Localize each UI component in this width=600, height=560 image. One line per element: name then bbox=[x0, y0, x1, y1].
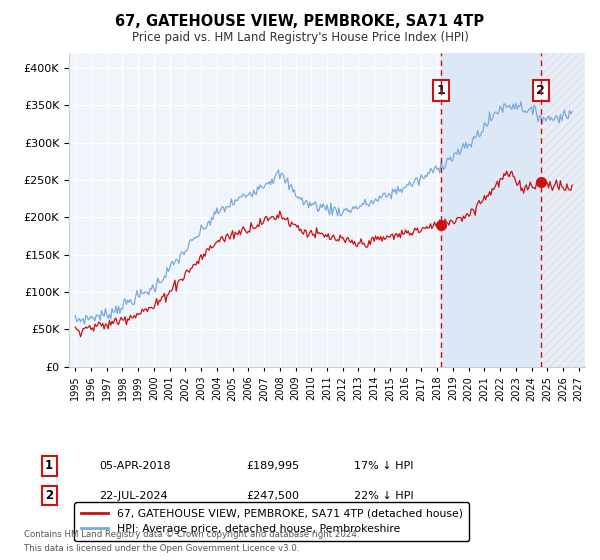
Bar bbox=[541, 53, 585, 367]
Text: 2: 2 bbox=[45, 489, 53, 502]
Text: 05-APR-2018: 05-APR-2018 bbox=[99, 461, 170, 471]
Text: 17% ↓ HPI: 17% ↓ HPI bbox=[354, 461, 413, 471]
Bar bbox=[441, 53, 541, 367]
Legend: 67, GATEHOUSE VIEW, PEMBROKE, SA71 4TP (detached house), HPI: Average price, det: 67, GATEHOUSE VIEW, PEMBROKE, SA71 4TP (… bbox=[74, 502, 469, 541]
Text: This data is licensed under the Open Government Licence v3.0.: This data is licensed under the Open Gov… bbox=[24, 544, 299, 553]
Text: 22-JUL-2024: 22-JUL-2024 bbox=[99, 491, 167, 501]
Text: 1: 1 bbox=[45, 459, 53, 473]
Text: 67, GATEHOUSE VIEW, PEMBROKE, SA71 4TP: 67, GATEHOUSE VIEW, PEMBROKE, SA71 4TP bbox=[115, 14, 485, 29]
Text: £247,500: £247,500 bbox=[246, 491, 299, 501]
Text: 1: 1 bbox=[437, 84, 445, 97]
Text: Price paid vs. HM Land Registry's House Price Index (HPI): Price paid vs. HM Land Registry's House … bbox=[131, 31, 469, 44]
Text: 2: 2 bbox=[536, 84, 545, 97]
Text: £189,995: £189,995 bbox=[246, 461, 299, 471]
Text: 22% ↓ HPI: 22% ↓ HPI bbox=[354, 491, 413, 501]
Bar bbox=[541, 53, 585, 367]
Text: Contains HM Land Registry data © Crown copyright and database right 2024.: Contains HM Land Registry data © Crown c… bbox=[24, 530, 359, 539]
